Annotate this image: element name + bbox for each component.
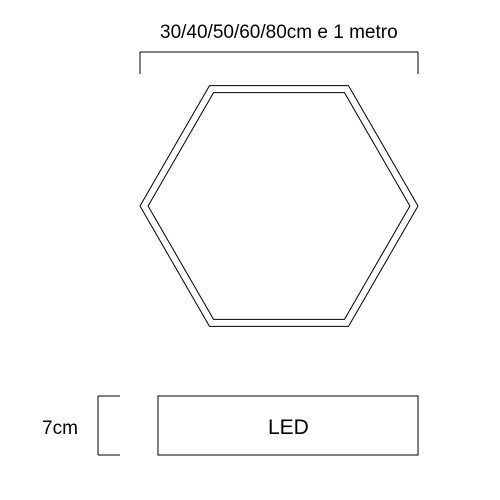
led-box — [158, 396, 418, 455]
diagram-svg — [0, 0, 500, 500]
side-dimension-bracket — [98, 396, 120, 455]
hexagon-shape — [140, 86, 418, 327]
top-dimension-bracket — [140, 52, 418, 74]
diagram-canvas: 30/40/50/60/80cm e 1 metro 7cm LED — [0, 0, 500, 500]
